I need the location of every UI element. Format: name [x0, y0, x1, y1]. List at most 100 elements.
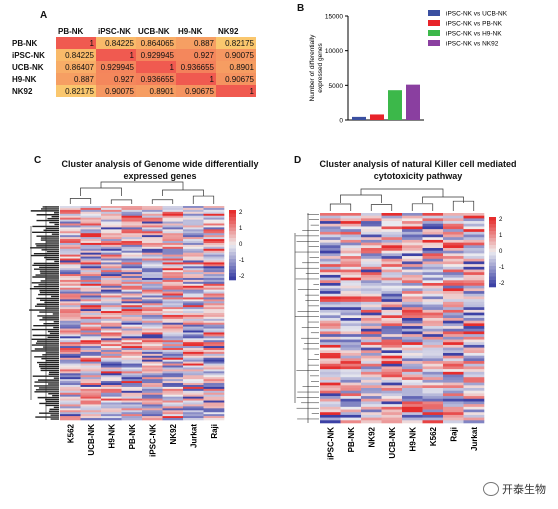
color-scale-step — [489, 262, 496, 267]
table-cell: 0.84225 — [56, 49, 96, 61]
table-cell: 0.90675 — [176, 85, 216, 97]
color-scale-step — [229, 252, 236, 256]
table-cell: 0.887 — [56, 73, 96, 85]
color-scale-step — [229, 266, 236, 270]
table-corner — [10, 25, 56, 37]
table-cell: 0.929945 — [136, 49, 176, 61]
table-cell: 1 — [216, 85, 256, 97]
row-dendrogram — [29, 206, 59, 420]
y-tick-label: 10000 — [325, 48, 343, 55]
color-scale-step — [489, 248, 496, 253]
column-header: H9-NK — [178, 26, 203, 36]
row-dendrogram — [294, 213, 319, 423]
bar — [406, 84, 420, 120]
table-cell: 0.864065 — [136, 37, 176, 49]
table-cell: 0.936655 — [136, 73, 176, 85]
color-scale-step — [229, 234, 236, 239]
color-scale-step — [489, 280, 496, 284]
legend-swatch — [428, 40, 440, 46]
table-row: UCB-NK 0.86407 0.929945 1 0.936655 0.8901 — [10, 61, 256, 73]
column-label: UCB-NK — [388, 427, 397, 459]
table-cell: 0.927 — [96, 73, 136, 85]
column-label: Raji — [449, 427, 458, 442]
panel-label-c: C — [34, 155, 42, 166]
bar — [388, 90, 402, 120]
color-scale-step — [489, 273, 496, 277]
bar-chart: 0 5000 10000 15000 Number of differentiallye… — [309, 10, 508, 125]
column-label: iPSC-NK — [326, 427, 335, 460]
column-label: NK92 — [367, 426, 376, 447]
column-label: iPSC-NK — [148, 424, 157, 457]
color-scale-step — [489, 224, 496, 228]
table-cell: 0.927 — [176, 49, 216, 61]
panel-label-a: A — [40, 10, 48, 21]
table-cell: 0.8901 — [136, 85, 176, 97]
column-label: K562 — [429, 426, 438, 446]
table-cell: 0.82175 — [216, 37, 256, 49]
row-header: NK92 — [12, 86, 33, 96]
color-scale-step — [489, 276, 496, 281]
color-scale-label: 2 — [239, 210, 243, 216]
color-scale-step — [229, 224, 236, 228]
column-label: Raji — [210, 424, 219, 439]
color-scale-step — [229, 255, 236, 260]
watermark: 开泰生物 — [483, 481, 546, 497]
color-scale-step — [489, 227, 496, 232]
table-cell: 1 — [56, 37, 96, 49]
table-cell: 0.82175 — [56, 85, 96, 97]
color-scale-step — [229, 273, 236, 277]
color-scale-step — [489, 241, 496, 246]
y-tick-label: 15000 — [325, 14, 343, 21]
color-scale-step — [489, 245, 496, 249]
heatmap-d-title: Cluster analysis of natural Killer cell … — [319, 159, 517, 181]
color-scale-step — [489, 266, 496, 270]
table-header-row: PB-NK iPSC-NK UCB-NK H9-NK NK92 — [10, 25, 256, 37]
color-scale-step — [489, 234, 496, 239]
table-row: iPSC-NK 0.84225 1 0.929945 0.927 0.90075 — [10, 49, 256, 61]
bar — [370, 114, 384, 120]
color-scale-step — [229, 210, 236, 214]
color-scale-step — [489, 252, 496, 256]
color-scale-label: 1 — [239, 226, 243, 232]
color-scale-label: -2 — [239, 274, 245, 280]
color-scale-label: -1 — [239, 258, 245, 264]
bar — [352, 116, 366, 120]
y-axis-label: Number of differentiallyexpressed genes — [309, 34, 324, 101]
color-scale-label: 0 — [239, 242, 243, 248]
color-scale-step — [229, 259, 236, 263]
row-header: PB-NK — [12, 38, 38, 48]
color-scale-label: -1 — [499, 265, 505, 271]
table-cell: 1 — [176, 73, 216, 85]
color-scale-step — [489, 259, 496, 263]
heatmap-c: 2 1 0 -1 -2 K562 UCB-NK H9-NK PB-NK iPSC-NK NK92 Ju… — [29, 181, 245, 457]
table-row: PB-NK 1 0.84225 0.864065 0.887 0.82175 — [10, 37, 256, 49]
table-cell: 0.86407 — [56, 61, 96, 73]
color-scale-step — [489, 255, 496, 260]
column-header: PB-NK — [58, 26, 84, 36]
table-cell: 0.887 — [176, 37, 216, 49]
column-label: NK92 — [169, 423, 178, 444]
table-cell: 0.8901 — [216, 61, 256, 73]
heatmap-c-title: Cluster analysis of Genome wide differen… — [61, 159, 259, 181]
table-row: NK92 0.82175 0.90075 0.8901 0.90675 1 — [10, 85, 256, 97]
color-scale-step — [489, 231, 496, 235]
legend-label: iPSC-NK vs UCB-NK — [446, 11, 508, 18]
table-cell: 1 — [136, 61, 176, 73]
color-scale-step — [229, 269, 236, 274]
column-header: UCB-NK — [138, 26, 170, 36]
color-scale-step — [229, 241, 236, 246]
table-cell: 0.929945 — [96, 61, 136, 73]
color-scale-step — [489, 217, 496, 221]
color-scale-label: 0 — [499, 249, 503, 255]
column-label: UCB-NK — [87, 424, 96, 456]
column-header: NK92 — [218, 26, 239, 36]
correlation-table: PB-NK iPSC-NK UCB-NK H9-NK NK92 PB-NK 1 0.8422… — [10, 25, 256, 97]
heatmap-cells — [60, 206, 225, 421]
heatmap-d: 2 1 0 -1 -2 iPSC-NK PB-NK NK92 UCB-NK H9-NK K562 Ra… — [294, 188, 505, 460]
color-scale-label: -2 — [499, 281, 505, 287]
legend-swatch — [428, 30, 440, 36]
y-tick-label: 5000 — [329, 83, 344, 90]
color-scale-step — [489, 220, 496, 225]
table-cell: 0.936655 — [176, 61, 216, 73]
column-label: Jurkat — [470, 427, 479, 451]
